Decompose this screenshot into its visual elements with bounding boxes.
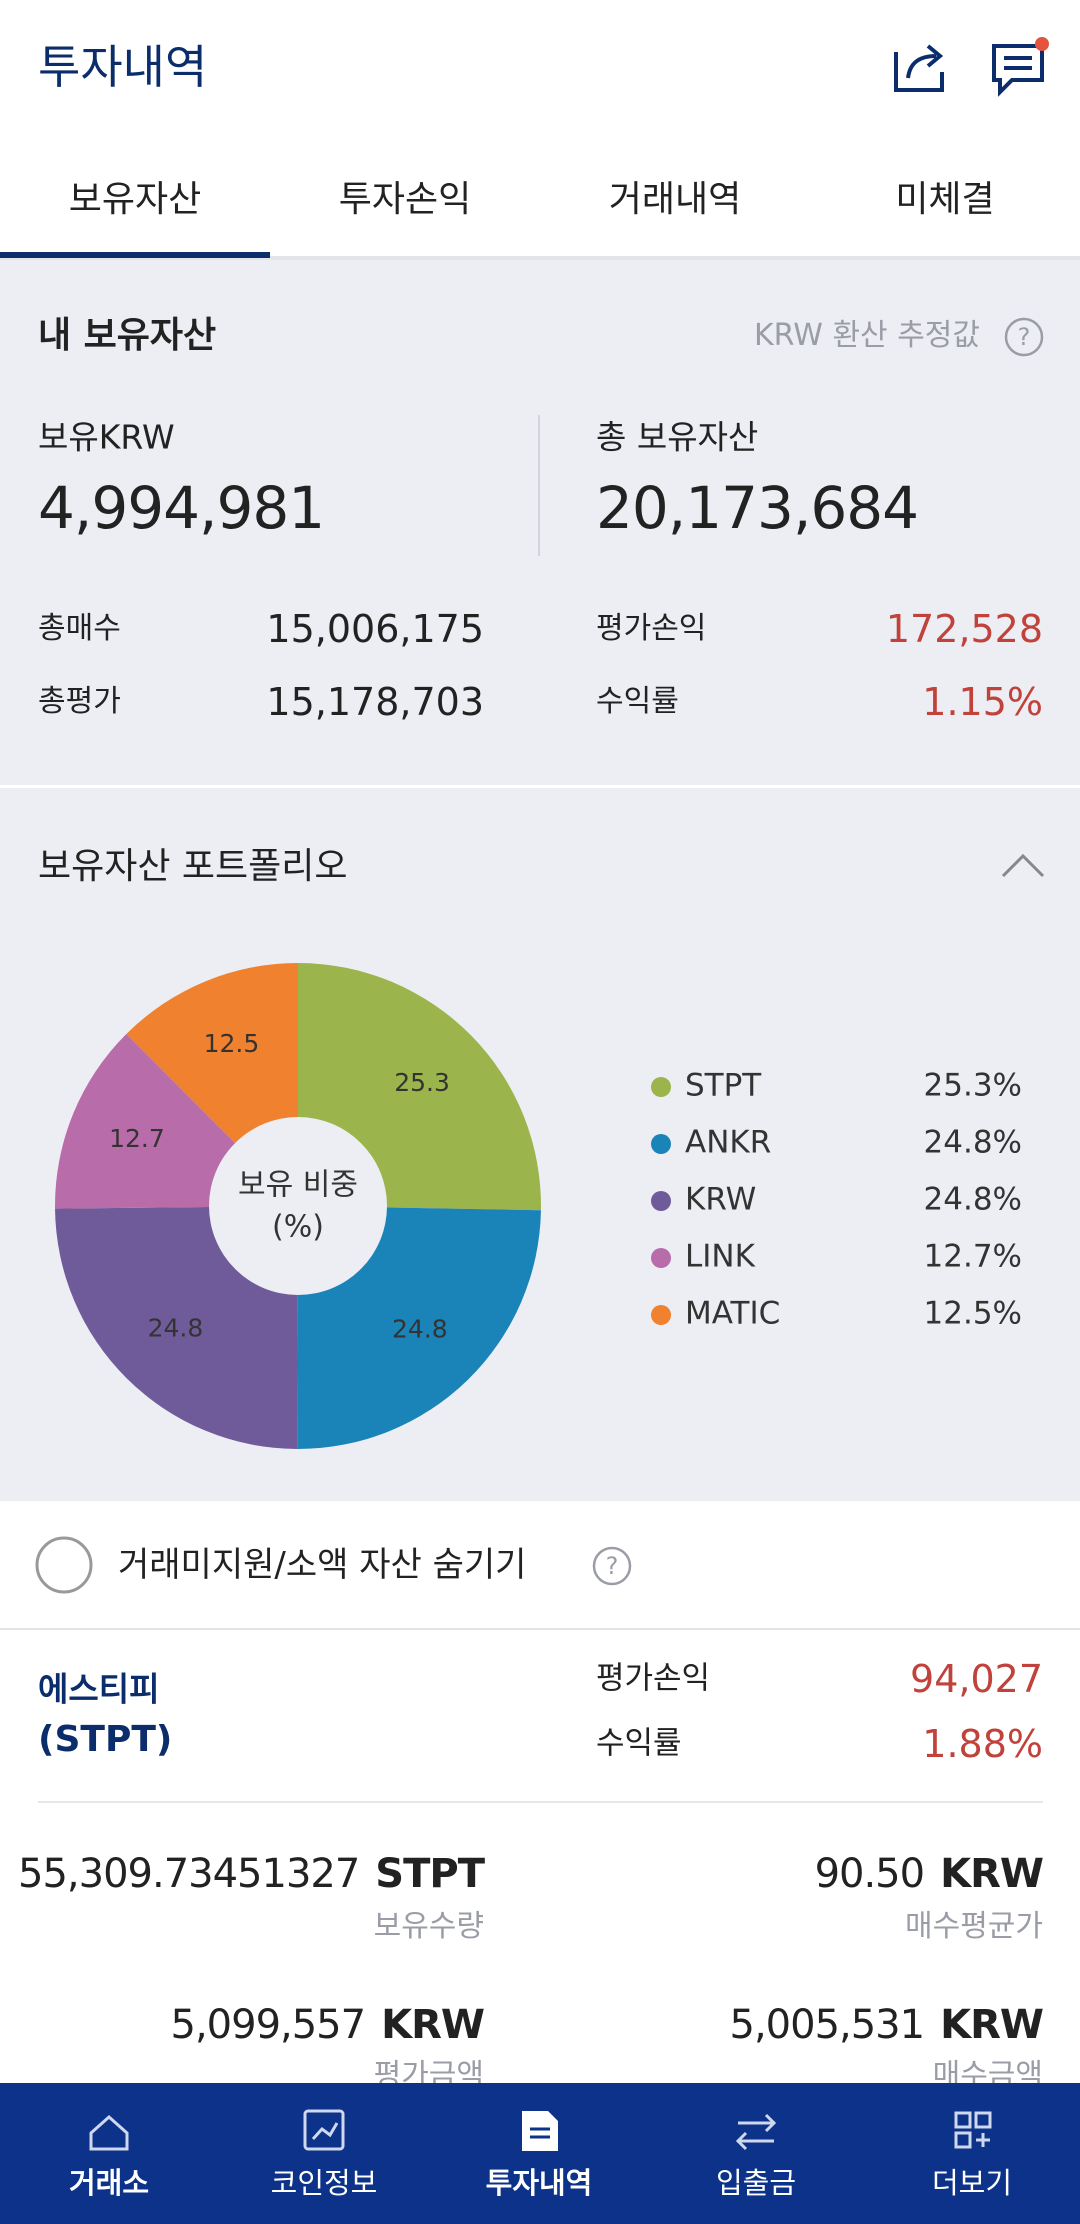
section-title: 내 보유자산 xyxy=(38,315,217,356)
row-label: 총평가 xyxy=(38,684,121,719)
row-value: 15,178,703 xyxy=(266,680,484,724)
slice-label: 24.8 xyxy=(392,1314,448,1343)
buy-value: 5,005,531 xyxy=(729,2002,926,2048)
share-icon[interactable] xyxy=(890,38,950,96)
rate-value: 1.88% xyxy=(922,1722,1043,1766)
tab[interactable]: 거래내역 xyxy=(608,179,742,220)
unit: KRW xyxy=(940,2002,1044,2048)
krw-label: 보유KRW xyxy=(38,417,175,457)
avg-value: 90.50 xyxy=(814,1851,926,1897)
nav-label[interactable]: 입출금 xyxy=(715,2166,797,2200)
section-title: 보유자산 포트폴리오 xyxy=(38,846,348,887)
notice-icon[interactable] xyxy=(990,36,1050,98)
unit: KRW xyxy=(940,1851,1044,1897)
legend-label: STPT xyxy=(685,1068,762,1104)
pnl-label: 평가손익 xyxy=(596,1660,711,1697)
rate-label: 수익률 xyxy=(596,1725,682,1762)
legend-label: LINK xyxy=(685,1239,756,1275)
filter-label[interactable]: 거래미지원/소액 자산 숨기기 xyxy=(118,1545,527,1585)
eval-value: 5,099,557 xyxy=(170,2002,367,2048)
legend-swatch xyxy=(651,1248,671,1268)
total-value: 20,173,684 xyxy=(596,474,919,542)
slice-label: 12.5 xyxy=(204,1029,260,1058)
unit: STPT xyxy=(375,1851,485,1897)
summary-section xyxy=(0,260,1080,785)
krw-value: 4,994,981 xyxy=(38,474,325,542)
row-label: 총매수 xyxy=(38,611,121,646)
coin-name[interactable]: 에스티피 xyxy=(38,1669,160,1709)
nav-label[interactable]: 투자내역 xyxy=(485,2166,593,2200)
slice-label: 24.8 xyxy=(148,1314,204,1343)
bottom-nav xyxy=(0,2083,1080,2224)
nav-label[interactable]: 거래소 xyxy=(68,2166,150,2200)
divider xyxy=(0,1628,1080,1630)
page-title: 투자내역 xyxy=(38,40,208,94)
legend-label: MATIC xyxy=(685,1296,780,1332)
avg-label: 매수평균가 xyxy=(905,1909,1043,1944)
unit: KRW xyxy=(381,2002,485,2048)
chart-icon[interactable] xyxy=(303,2109,345,2151)
nav-label[interactable]: 코인정보 xyxy=(270,2166,378,2200)
legend-label: KRW xyxy=(685,1182,756,1218)
divider xyxy=(38,1801,1043,1803)
quantity-value: 55,309.73451327 xyxy=(18,1851,360,1897)
quantity-label: 보유수량 xyxy=(373,1909,484,1944)
note: KRW 환산 추정값 xyxy=(753,318,980,353)
divider xyxy=(538,415,540,556)
legend-swatch xyxy=(651,1134,671,1154)
quantity: 55,309.73451327 STPT xyxy=(18,1851,485,1897)
row-value: 1.15% xyxy=(922,680,1043,724)
row-label: 수익률 xyxy=(596,684,679,719)
total-label: 총 보유자산 xyxy=(596,417,759,457)
home-icon[interactable] xyxy=(89,2114,129,2151)
legend-value: 12.5% xyxy=(924,1296,1022,1332)
eval-amount: 5,099,557 KRW xyxy=(171,2005,485,2045)
checkbox[interactable] xyxy=(34,1535,94,1595)
donut-chart: 25.3 24.8 24.8 12.7 12.5 보유 비중 (%) STPT 25.3% ANK… xyxy=(54,963,1022,1449)
center-label: (%) xyxy=(272,1210,324,1245)
slice-label: 25.3 xyxy=(394,1068,450,1097)
row-value: 15,006,175 xyxy=(266,607,484,651)
nav-icons xyxy=(89,2109,992,2151)
help-icon[interactable]: ? xyxy=(1003,316,1045,358)
row-label: 평가손익 xyxy=(596,611,707,646)
pnl-value: 94,027 xyxy=(910,1657,1043,1701)
svg-text:?: ? xyxy=(606,1552,619,1580)
avg-price: 90.50 KRW xyxy=(814,1851,1044,1897)
legend-value: 24.8% xyxy=(924,1125,1022,1161)
row-value: 172,528 xyxy=(885,607,1043,651)
nav-label[interactable]: 더보기 xyxy=(931,2166,1013,2200)
tab[interactable]: 보유자산 xyxy=(68,179,202,220)
donut-hole xyxy=(209,1117,387,1295)
legend-swatch xyxy=(651,1077,671,1097)
document-icon[interactable] xyxy=(522,2111,558,2151)
more-icon[interactable] xyxy=(954,2111,972,2129)
legend-value: 12.7% xyxy=(924,1239,1022,1275)
legend-value: 25.3% xyxy=(924,1068,1022,1104)
coin-symbol[interactable]: (STPT) xyxy=(38,1719,173,1760)
tab-divider xyxy=(0,256,1080,260)
collapse-icon[interactable] xyxy=(1000,850,1046,880)
buy-amount: 5,005,531 KRW xyxy=(730,2005,1044,2045)
legend-swatch xyxy=(651,1305,671,1325)
tab[interactable]: 투자손익 xyxy=(338,179,472,220)
legend-value: 24.8% xyxy=(924,1182,1022,1218)
help-icon[interactable]: ? xyxy=(591,1545,633,1587)
tab[interactable]: 미체결 xyxy=(895,179,995,220)
transfer-icon[interactable] xyxy=(735,2113,777,2151)
legend-swatch xyxy=(651,1191,671,1211)
slice-label: 12.7 xyxy=(109,1124,165,1153)
center-label: 보유 비중 xyxy=(238,1168,358,1203)
svg-text:?: ? xyxy=(1018,323,1031,351)
legend-label: ANKR xyxy=(685,1125,771,1161)
tab-indicator xyxy=(0,252,270,258)
